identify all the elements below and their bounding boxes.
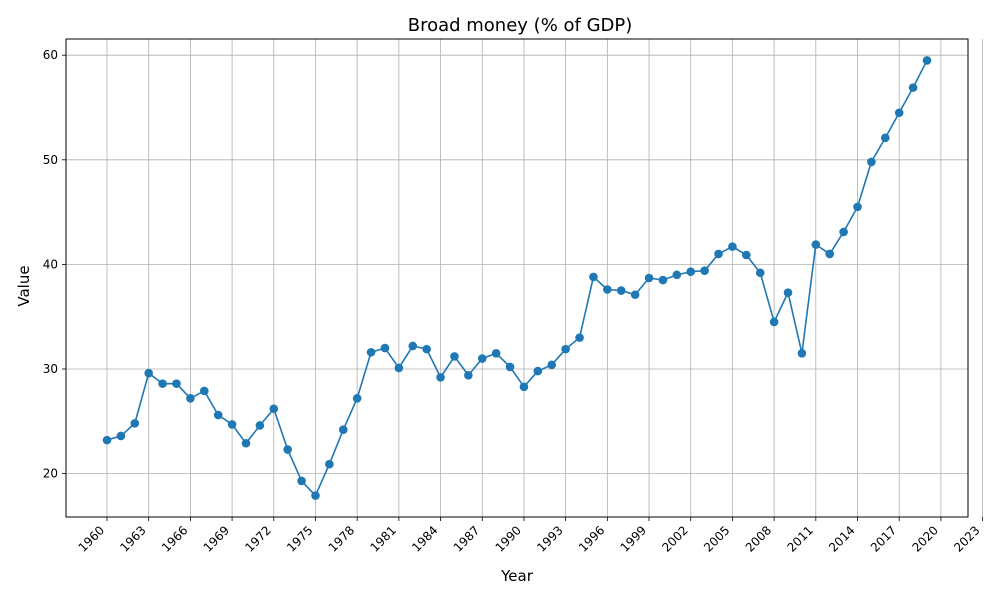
data-point [603, 285, 612, 294]
data-point [867, 157, 876, 167]
x-tick-label: 1993 [534, 523, 565, 554]
x-tick-label: 2017 [868, 523, 899, 554]
data-point [742, 250, 751, 260]
data-point [658, 275, 668, 285]
data-point [491, 349, 501, 358]
x-tick-label: 2002 [659, 523, 690, 554]
data-point [616, 286, 626, 295]
data-point [630, 290, 640, 300]
data-point [881, 133, 890, 143]
data-point [186, 393, 195, 403]
x-tick-label: 1960 [76, 523, 107, 554]
data-point [477, 354, 487, 363]
data-point [700, 266, 709, 275]
data-point [199, 386, 209, 396]
data-point [130, 419, 140, 428]
x-tick-label: 1987 [451, 523, 482, 554]
data-point [686, 267, 696, 277]
x-tick-label: 1975 [284, 523, 315, 554]
x-axis-ticks: 1960 1963 1966 1969 1972 1975 1978 1981 1984 1987… [76, 517, 983, 555]
data-point [533, 366, 543, 376]
x-tick-label: 2008 [743, 523, 774, 554]
data-point [102, 435, 112, 445]
y-tick-label: 40 [43, 257, 58, 271]
data-point [422, 344, 431, 354]
data-point [366, 347, 376, 357]
x-tick-label: 1996 [576, 523, 607, 554]
data-point [227, 420, 237, 429]
data-point [297, 476, 306, 486]
data-point [269, 404, 279, 414]
data-point [519, 382, 529, 392]
y-axis-label: Value [15, 265, 33, 306]
data-point [783, 288, 793, 297]
data-point [811, 240, 821, 249]
data-point [283, 445, 292, 454]
data-point [408, 341, 418, 351]
x-tick-label: 1978 [326, 523, 357, 554]
y-tick-label: 50 [43, 153, 58, 167]
y-tick-label: 20 [43, 467, 58, 481]
data-point [908, 83, 918, 92]
data-point [769, 317, 779, 327]
series-line-group [106, 60, 928, 497]
data-point [755, 268, 765, 278]
y-tick-label: 60 [43, 48, 58, 62]
data-point [436, 373, 445, 382]
data-point [213, 410, 223, 420]
data-point [464, 370, 473, 380]
data-point [825, 249, 835, 259]
data-point [450, 352, 459, 361]
plot-frame [65, 38, 969, 518]
data-point [325, 459, 334, 469]
data-point [853, 202, 862, 212]
data-point [797, 349, 807, 358]
data-point [241, 438, 251, 448]
series-line [106, 60, 928, 497]
x-tick-label: 1966 [159, 523, 190, 554]
chart-title: Broad money (% of GDP) [408, 15, 633, 36]
data-point [116, 431, 126, 441]
data-point [255, 421, 265, 430]
x-tick-label: 2023 [951, 523, 982, 554]
x-tick-label: 1999 [618, 523, 649, 554]
data-point [714, 249, 723, 259]
data-point [505, 362, 515, 372]
data-point [547, 360, 557, 370]
x-tick-label: 2011 [784, 523, 815, 554]
y-axis-ticks: 20 30 40 50 60 [43, 48, 66, 481]
data-points-group [102, 56, 932, 500]
data-point [644, 273, 654, 283]
data-point [394, 363, 404, 373]
data-point [311, 491, 320, 500]
data-point [352, 393, 362, 403]
data-point [575, 333, 584, 342]
x-tick-label: 2014 [826, 523, 857, 554]
data-point [922, 56, 932, 65]
x-axis-label: Year [500, 567, 534, 585]
data-point [589, 272, 598, 282]
data-point [839, 227, 848, 237]
data-point [672, 270, 682, 280]
data-point [728, 242, 737, 251]
data-point [338, 425, 348, 434]
grid-lines [66, 39, 983, 517]
data-point [144, 368, 153, 378]
data-point [172, 379, 181, 388]
x-tick-label: 2020 [910, 523, 941, 554]
x-tick-label: 1963 [117, 523, 148, 554]
data-point [158, 379, 167, 388]
data-point [380, 343, 390, 353]
x-tick-label: 1972 [242, 523, 273, 554]
x-tick-label: 2005 [701, 523, 732, 554]
data-point [561, 344, 570, 354]
x-tick-label: 1969 [201, 523, 232, 554]
y-tick-label: 30 [43, 362, 58, 376]
x-tick-label: 1981 [367, 523, 398, 554]
x-tick-label: 1984 [409, 523, 440, 554]
data-point [894, 108, 904, 118]
x-tick-label: 1990 [493, 523, 524, 554]
